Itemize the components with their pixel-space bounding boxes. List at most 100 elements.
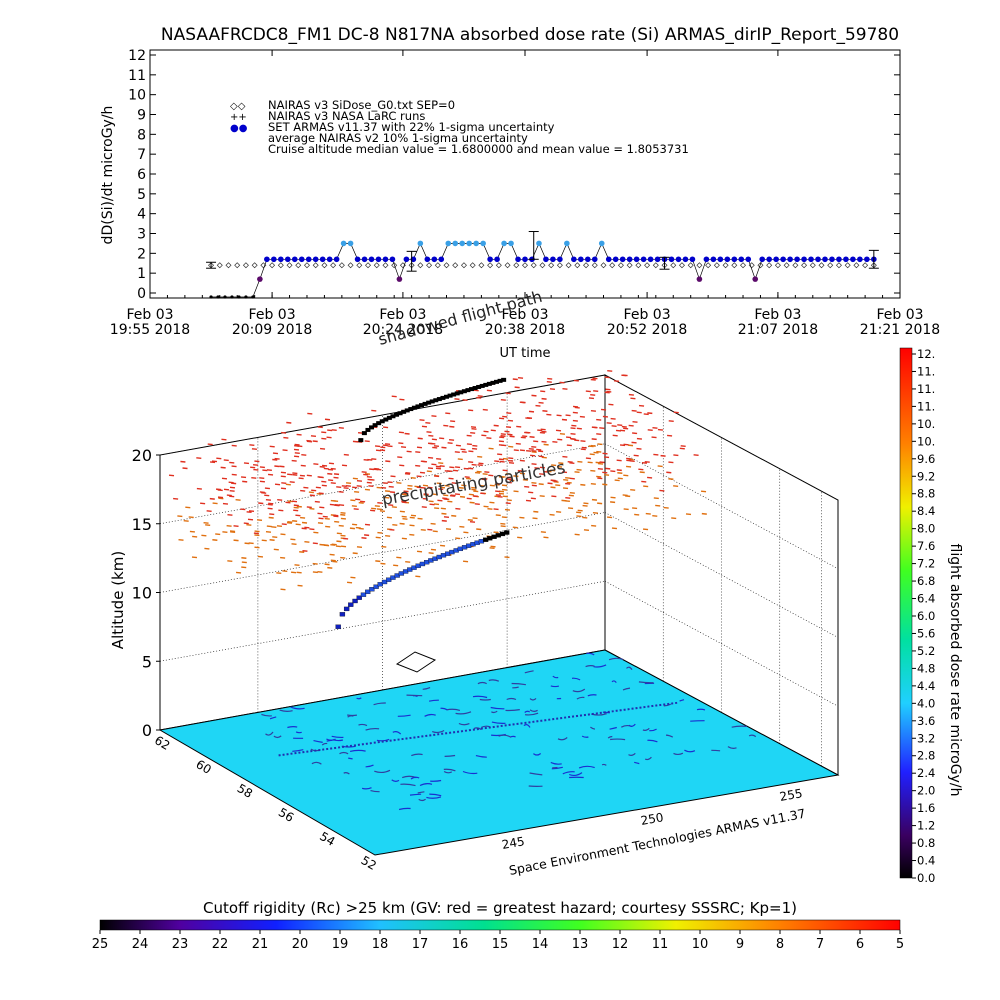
armas-point bbox=[689, 256, 696, 263]
rigidity-contour bbox=[409, 793, 422, 796]
armas-point bbox=[417, 240, 424, 247]
particle-mark bbox=[370, 509, 376, 512]
particle-mark bbox=[590, 378, 596, 381]
particle-mark bbox=[471, 488, 477, 491]
particle-mark bbox=[356, 480, 363, 482]
particle-mark bbox=[559, 433, 566, 435]
particle-mark bbox=[531, 482, 537, 484]
particle-mark bbox=[657, 428, 664, 431]
particle-mark bbox=[443, 494, 449, 497]
particle-mark bbox=[267, 473, 274, 476]
particle-mark bbox=[421, 506, 427, 509]
particle-mark bbox=[380, 449, 386, 452]
nairas-point bbox=[774, 262, 781, 269]
particle-mark bbox=[501, 516, 507, 519]
particle-mark bbox=[300, 464, 306, 467]
particle-mark bbox=[464, 476, 470, 478]
armas-point bbox=[361, 256, 368, 263]
flight-path bbox=[335, 377, 510, 673]
particle-mark bbox=[376, 486, 382, 489]
particle-mark bbox=[457, 458, 463, 461]
shadowed-flight-point bbox=[411, 405, 417, 410]
particle-mark bbox=[471, 486, 477, 489]
particle-mark bbox=[596, 475, 602, 478]
particle-mark bbox=[254, 534, 260, 537]
particle-mark bbox=[292, 472, 298, 475]
particle-mark bbox=[312, 440, 318, 443]
particle-mark bbox=[427, 442, 434, 445]
particle-mark bbox=[321, 480, 327, 483]
particle-mark bbox=[399, 398, 405, 401]
particle-mark bbox=[512, 378, 518, 381]
particle-mark bbox=[361, 471, 367, 474]
particle-mark bbox=[312, 562, 318, 565]
nairas-point bbox=[626, 262, 633, 269]
particle-mark bbox=[318, 492, 324, 495]
rigidity-contours bbox=[261, 652, 757, 811]
particle-mark bbox=[409, 524, 415, 527]
dose-tick-label: 11. bbox=[917, 382, 935, 396]
particle-mark bbox=[455, 466, 461, 469]
particle-mark bbox=[466, 443, 472, 446]
particle-mark bbox=[302, 549, 308, 552]
rigidity-contour bbox=[576, 696, 585, 700]
armas-point bbox=[438, 256, 445, 263]
nairas-point bbox=[460, 262, 467, 269]
armas-point bbox=[752, 276, 759, 282]
rigidity-contour bbox=[418, 798, 426, 802]
particle-mark bbox=[483, 505, 489, 508]
particle-mark bbox=[274, 465, 280, 468]
particle-mark bbox=[265, 498, 271, 501]
dose-tick-label: 2.8 bbox=[917, 749, 935, 763]
particle-mark bbox=[296, 505, 302, 508]
particle-mark bbox=[205, 524, 211, 527]
rigidity-contour bbox=[587, 694, 597, 697]
particle-mark bbox=[387, 481, 393, 484]
particle-mark bbox=[546, 380, 552, 383]
nairas-point bbox=[827, 262, 834, 269]
particle-mark bbox=[562, 388, 568, 390]
y-tick-label: 10 bbox=[128, 88, 146, 104]
armas-point bbox=[459, 240, 466, 247]
particle-mark bbox=[461, 450, 467, 453]
rigidity-contour bbox=[287, 726, 298, 729]
particle-mark bbox=[259, 466, 265, 469]
armas-point bbox=[216, 295, 220, 299]
particle-mark bbox=[506, 476, 512, 479]
armas-line bbox=[211, 242, 874, 298]
particle-mark bbox=[500, 399, 506, 401]
flight-point bbox=[343, 606, 350, 612]
shadowed-flight-point bbox=[408, 407, 414, 412]
rigidity-contour bbox=[321, 742, 328, 746]
armas-point bbox=[543, 256, 549, 263]
particle-mark bbox=[204, 547, 210, 550]
particle-mark bbox=[268, 516, 274, 519]
particle-mark bbox=[385, 443, 391, 446]
particle-mark bbox=[630, 397, 636, 400]
particle-mark bbox=[329, 553, 335, 556]
dose-colorbar-label: flight absorbed dose rate microGy/h bbox=[947, 544, 963, 797]
particle-mark bbox=[178, 538, 184, 541]
nairas-point bbox=[609, 262, 616, 269]
armas-point bbox=[340, 240, 347, 247]
flight-point bbox=[365, 589, 371, 595]
armas-point bbox=[223, 295, 227, 299]
armas-point bbox=[312, 256, 319, 263]
particle-mark bbox=[296, 571, 302, 574]
armas-point bbox=[291, 256, 298, 263]
shadowed-flight-point bbox=[436, 397, 442, 402]
particle-mark bbox=[474, 503, 480, 506]
particle-mark bbox=[477, 395, 483, 397]
particle-mark bbox=[644, 460, 650, 463]
particle-mark bbox=[636, 437, 642, 440]
particle-mark bbox=[330, 559, 336, 562]
rigidity-contour bbox=[349, 749, 366, 752]
particle-mark bbox=[314, 500, 320, 503]
shadowed-flight-point bbox=[361, 431, 367, 436]
particle-mark bbox=[531, 445, 537, 448]
particle-mark bbox=[220, 466, 226, 469]
shadowed-flight-point bbox=[440, 395, 446, 400]
particle-mark bbox=[189, 530, 195, 533]
particle-mark bbox=[447, 442, 453, 444]
particle-mark bbox=[228, 481, 234, 484]
